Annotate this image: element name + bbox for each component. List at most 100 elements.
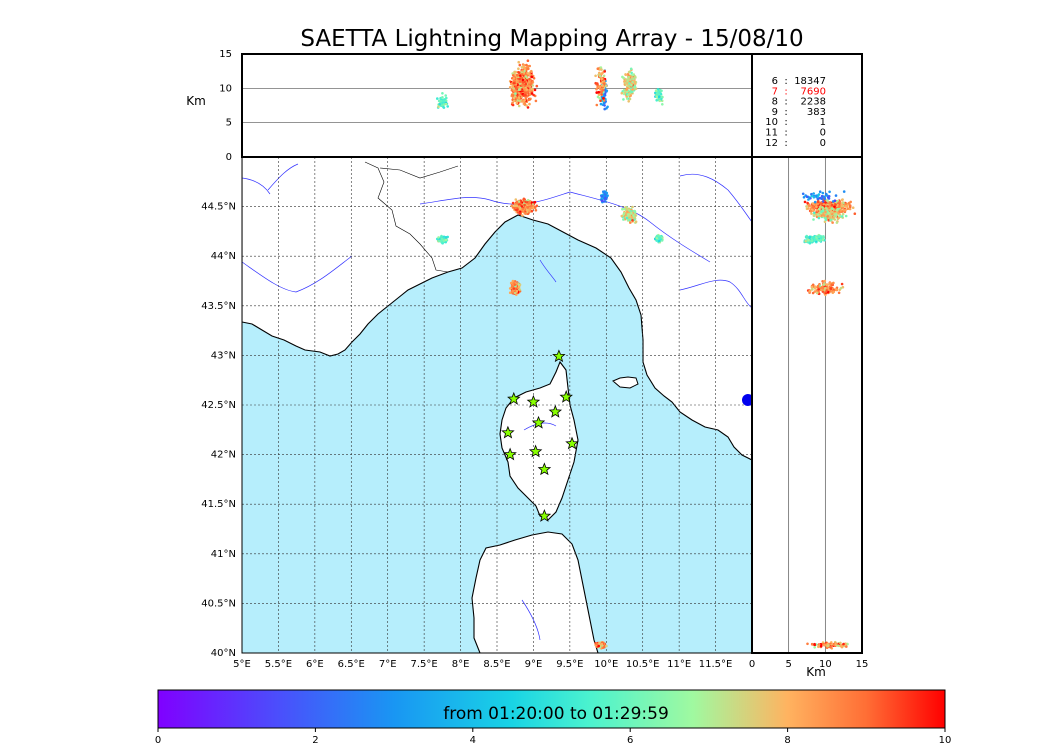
lightning-point-alt-lat [834, 642, 837, 646]
lightning-point-alt-lat [812, 196, 816, 199]
lightning-point-alt-lon [633, 75, 637, 79]
lightning-point-alt-lat [842, 642, 845, 646]
lightning-point-alt-lon [626, 97, 629, 100]
lightning-point-alt-lon [514, 92, 517, 95]
lightning-point [520, 205, 524, 208]
lightning-point-alt-lon [513, 99, 516, 103]
lightning-point-alt-lat [844, 208, 847, 212]
lightning-point-alt-lon [595, 103, 599, 107]
lightning-point-alt-lon [655, 99, 658, 102]
stat-count: 0 [820, 138, 826, 149]
lightning-point-alt-lon [517, 88, 521, 91]
lightning-point-alt-lat [810, 192, 813, 196]
stat-separator: : [784, 128, 787, 139]
lightning-point-alt-lon [526, 90, 530, 94]
lon-tick-label: 8.5°E [483, 659, 510, 670]
lightning-point [526, 206, 530, 209]
lightning-point-alt-lat [821, 200, 825, 203]
lightning-point [622, 218, 625, 221]
station-star-icon [565, 436, 579, 450]
lightning-point-alt-lat [805, 205, 808, 208]
lightning-point [513, 291, 517, 295]
lightning-point-alt-lon [633, 80, 636, 83]
lightning-point [655, 237, 658, 240]
lightning-point-alt-lat [846, 642, 849, 646]
lightning-point [518, 207, 522, 211]
lightning-point-alt-lat [813, 287, 817, 290]
lightning-point-alt-lon [599, 102, 603, 106]
lightning-point-alt-lat [821, 288, 824, 292]
lightning-point-alt-lon [603, 70, 606, 73]
lightning-point-alt-lat [813, 238, 817, 242]
mainland-land [242, 157, 752, 461]
lightning-point-alt-lat [822, 283, 826, 286]
lightning-point-alt-lon [620, 91, 624, 95]
lightning-point-alt-lat [811, 205, 815, 209]
lightning-point-alt-lon [626, 86, 629, 90]
lightning-point-alt-lat [819, 644, 823, 648]
lightning-point-alt-lat [829, 211, 833, 214]
lightning-point-alt-lat [832, 281, 835, 285]
lightning-point [602, 190, 605, 193]
lon-tick-label: 10°E [594, 659, 618, 670]
lightning-point-alt-lat [816, 202, 820, 206]
lightning-point-alt-lon [444, 94, 448, 97]
altitude-lon-points [436, 59, 664, 111]
lightning-point [526, 198, 530, 202]
lightning-point-alt-lat [844, 202, 848, 205]
lightning-point-alt-lat [827, 211, 830, 215]
lightning-point [511, 201, 515, 205]
lightning-point [631, 219, 634, 222]
lightning-point-alt-lat [820, 210, 824, 213]
lightning-point-alt-lon [531, 84, 534, 87]
lightning-point-alt-lon [633, 86, 636, 89]
lightning-point-alt-lon [598, 72, 601, 76]
lat-tick-label: 41.5°N [201, 499, 236, 510]
lightning-point-alt-lat [840, 203, 843, 206]
lightning-point-alt-lat [813, 646, 816, 649]
lightning-point-alt-lat [819, 206, 822, 209]
top-altitude-axis-label: Km [186, 94, 206, 108]
lightning-point-alt-lon [521, 83, 524, 87]
stats-frame [751, 53, 863, 158]
lightning-point-alt-lon [660, 95, 664, 99]
lightning-point-alt-lat [842, 190, 846, 193]
corsica-island [499, 360, 579, 521]
lightning-point-alt-lon [658, 99, 662, 103]
lightning-point-alt-lat [823, 220, 827, 223]
lightning-point [628, 218, 631, 222]
lightning-point-alt-lon [602, 99, 606, 102]
stat-separator: : [784, 97, 787, 108]
lightning-point-alt-lat [817, 288, 820, 291]
lightning-point-alt-lat [853, 212, 857, 215]
lightning-point [508, 287, 512, 290]
lightning-point-alt-lon [622, 98, 625, 101]
lightning-point-alt-lon [661, 103, 664, 106]
lightning-point [517, 283, 521, 286]
lightning-point-alt-lat [847, 202, 851, 205]
right-alt-tick-label: 5 [785, 659, 791, 670]
lightning-point-alt-lat [822, 286, 825, 290]
lightning-point-alt-lon [598, 97, 601, 100]
lightning-point-alt-lat [820, 197, 824, 200]
lightning-point-alt-lon [445, 96, 448, 100]
lightning-point [535, 204, 539, 208]
lightning-point-alt-lon [528, 77, 531, 81]
lightning-point-alt-lat [827, 195, 831, 198]
lightning-point [626, 210, 629, 214]
lightning-point-alt-lon [517, 71, 521, 74]
lightning-point-alt-lon [516, 99, 519, 102]
lightning-point-alt-lat [841, 285, 845, 289]
lightning-point-alt-lat [810, 285, 814, 289]
lightning-point [621, 207, 624, 211]
lat-tick-label: 44°N [211, 251, 236, 262]
lightning-point-alt-lat [819, 236, 823, 240]
lightning-point [658, 239, 661, 243]
lightning-point [603, 196, 607, 200]
lightning-point [629, 221, 632, 224]
stat-count: 18347 [794, 76, 826, 87]
lightning-point-alt-lon [595, 91, 598, 94]
lightning-point [510, 204, 514, 207]
colorbar [157, 689, 946, 729]
